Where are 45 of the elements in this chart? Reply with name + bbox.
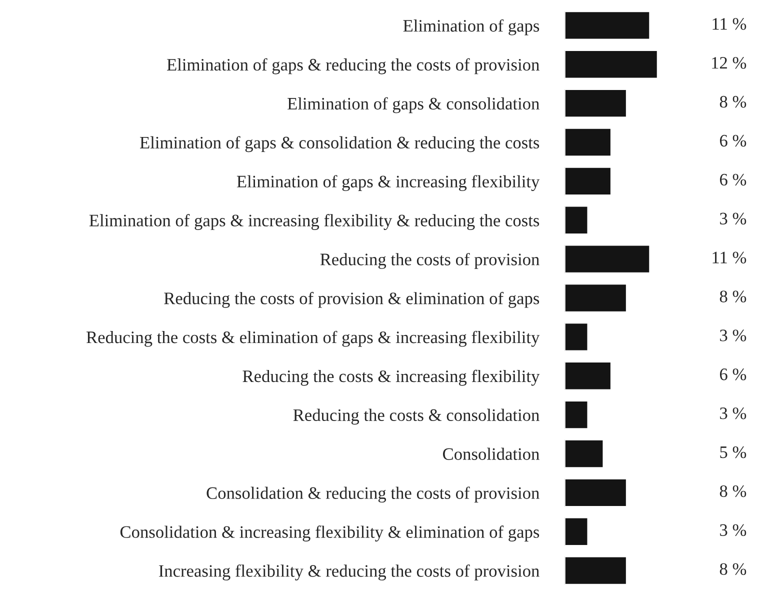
y-tick-label: Elimination of gaps & increasing flexibility bbox=[236, 175, 540, 192]
y-tick-label: Consolidation & increasing flexibility & elimination of gaps bbox=[120, 526, 540, 542]
bar bbox=[564, 166, 612, 196]
bar bbox=[564, 88, 628, 118]
data-label: 8 % bbox=[720, 290, 746, 302]
y-tick-label: Elimination of gaps & reducing the costs of provision bbox=[167, 58, 540, 74]
data-label: 6 % bbox=[720, 134, 746, 147]
bar bbox=[564, 128, 612, 157]
data-label: 6 % bbox=[720, 368, 746, 380]
y-tick-label: Reducing the costs & consolidation bbox=[293, 408, 540, 425]
bar bbox=[564, 205, 589, 235]
y-tick-label: Elimination of gaps & consolidation & reducing the costs bbox=[140, 136, 540, 152]
data-label: 11 % bbox=[712, 18, 746, 30]
y-tick-label: Consolidation bbox=[443, 448, 540, 460]
data-label: 12 % bbox=[712, 57, 746, 69]
bar bbox=[564, 361, 612, 391]
bar bbox=[564, 516, 589, 546]
data-label: 11 % bbox=[712, 252, 746, 264]
y-tick-label: Elimination of gaps & increasing flexibility & reducing the costs bbox=[89, 214, 540, 230]
y-tick-label: Reducing the costs of provision & elimination of gaps bbox=[164, 292, 540, 308]
data-label: 8 % bbox=[720, 485, 746, 498]
data-label: 3 % bbox=[720, 524, 746, 536]
data-label: 3 % bbox=[720, 407, 746, 420]
bar bbox=[564, 556, 628, 586]
y-tick-label: Reducing the costs & increasing flexibility bbox=[242, 370, 540, 386]
y-tick-label: Increasing flexibility & reducing the costs of provision bbox=[158, 564, 540, 580]
data-label: 3 % bbox=[720, 330, 746, 342]
data-label: 5 % bbox=[720, 446, 746, 458]
bar bbox=[564, 478, 628, 508]
bar bbox=[564, 439, 604, 468]
data-label: 6 % bbox=[720, 174, 746, 186]
bar bbox=[564, 50, 658, 80]
y-tick-label: Reducing the costs & elimination of gaps & increasing flexibility bbox=[86, 330, 540, 347]
bar bbox=[564, 322, 589, 352]
data-label: 8 % bbox=[720, 96, 746, 108]
y-tick-label: Elimination of gaps & consolidation bbox=[288, 97, 540, 114]
y-tick-label: Elimination of gaps bbox=[403, 19, 540, 36]
data-label: 3 % bbox=[720, 212, 746, 225]
bar bbox=[564, 400, 589, 430]
bar bbox=[564, 283, 628, 313]
bar bbox=[564, 10, 651, 40]
y-tick-label: Reducing the costs of provision bbox=[320, 252, 540, 269]
data-label: 8 % bbox=[720, 563, 746, 575]
y-tick-label: Consolidation & reducing the costs of provision bbox=[206, 486, 540, 503]
bar bbox=[564, 244, 651, 274]
